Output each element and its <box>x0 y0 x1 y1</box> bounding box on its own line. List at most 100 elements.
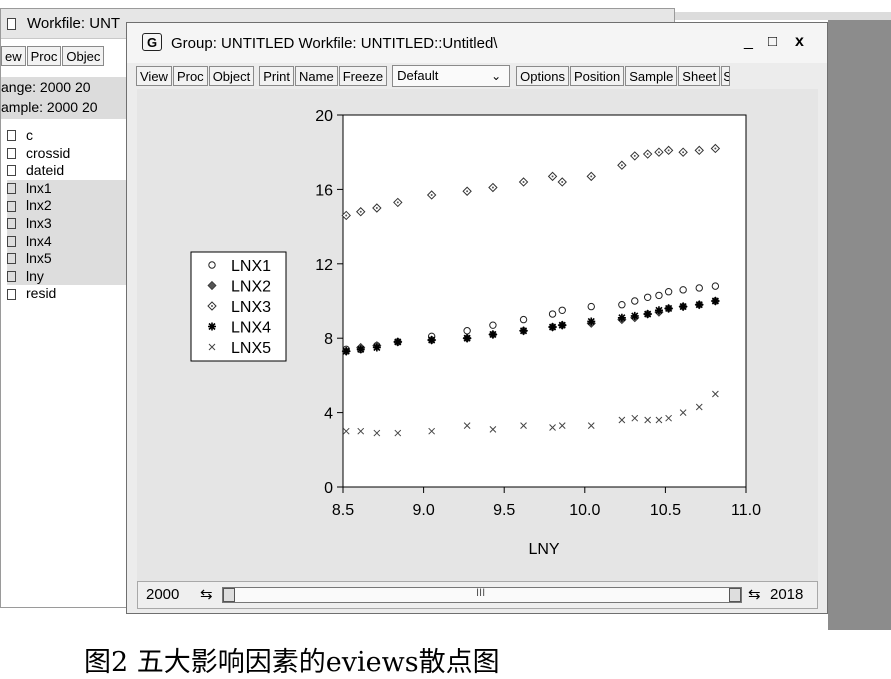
point-lnx5 <box>394 429 402 437</box>
point-lnx3 <box>393 197 403 208</box>
marker-shape <box>463 422 471 429</box>
object-list-item[interactable]: resid <box>7 285 129 303</box>
marker-shape <box>587 302 595 311</box>
name-button[interactable]: Name <box>295 66 338 86</box>
view-button[interactable]: View <box>136 66 172 86</box>
series-icon <box>7 147 16 159</box>
group-window: G Group: UNTITLED Workfile: UNTITLED::Un… <box>126 22 828 614</box>
marker-dot <box>657 151 660 154</box>
proc-button[interactable]: Proc <box>172 66 208 86</box>
point-lnx5 <box>463 422 471 429</box>
marker-shape <box>558 321 567 330</box>
scroll-right-arrows-icon[interactable]: ⇆ <box>748 586 761 603</box>
slider-end-thumb[interactable] <box>729 588 741 602</box>
workfile-view-button[interactable]: ew <box>1 46 26 66</box>
workfile-proc-button[interactable]: Proc <box>26 46 62 66</box>
point-lnx5 <box>587 422 595 429</box>
sample-range-bar: 2000 ⇆ III ⇆ 2018 <box>137 581 818 609</box>
point-lnx1 <box>618 301 626 309</box>
series-icon <box>7 288 16 300</box>
object-list-item[interactable]: lnx4 <box>7 232 129 251</box>
point-lnx5 <box>695 403 703 411</box>
object-list-item[interactable]: dateid <box>7 162 129 180</box>
position-button[interactable]: Position <box>569 66 625 86</box>
point-lnx4 <box>463 334 472 343</box>
object-list-item[interactable]: c <box>7 127 129 145</box>
point-lnx3 <box>617 160 627 170</box>
point-lnx4 <box>393 337 402 346</box>
legend-marker <box>208 322 216 331</box>
y-axis: 0 4 8 12 16 20 <box>315 108 343 497</box>
sample-end-year: 2018 <box>770 586 804 603</box>
x-tick-label: 11.0 <box>731 502 761 519</box>
point-lnx4 <box>548 323 557 332</box>
minimize-button[interactable]: _ <box>744 33 753 50</box>
freeze-button[interactable]: Freeze <box>338 66 388 86</box>
marker-shape <box>695 300 704 309</box>
marker-shape <box>654 306 663 315</box>
marker-dot <box>491 186 494 189</box>
marker-shape <box>712 390 719 398</box>
legend-marker <box>208 261 216 269</box>
object-button[interactable]: Object <box>208 66 255 86</box>
point-lnx3 <box>586 171 596 182</box>
point-lnx3 <box>488 182 498 193</box>
point-lnx3 <box>341 210 351 221</box>
marker-shape <box>548 323 557 332</box>
object-name: lny <box>26 267 44 284</box>
point-lnx4 <box>356 345 365 354</box>
marker-shape <box>463 334 472 343</box>
object-list-item[interactable]: lnx2 <box>7 197 129 215</box>
marker-dot <box>698 149 701 152</box>
view-type-dropdown[interactable]: Default ⌄ <box>392 65 511 87</box>
point-lnx5 <box>520 422 527 429</box>
series-icon <box>7 218 16 230</box>
marker-shape <box>208 322 216 331</box>
point-lnx4 <box>643 310 652 319</box>
stats-button[interactable]: S <box>721 66 731 86</box>
marker-shape <box>428 427 436 435</box>
print-button[interactable]: Print <box>259 66 294 86</box>
legend-box <box>190 251 287 362</box>
sample-button[interactable]: Sample <box>625 66 678 86</box>
maximize-button[interactable]: □ <box>768 33 778 50</box>
object-list-item[interactable]: lnx1 <box>7 179 129 198</box>
point-lnx3 <box>663 145 674 156</box>
marker-dot <box>646 153 649 156</box>
marker-shape <box>519 315 528 324</box>
slider-start-thumb[interactable] <box>223 588 235 602</box>
marker-shape <box>207 280 217 291</box>
marker-shape <box>356 345 365 354</box>
marker-dot <box>345 214 348 217</box>
workfile-range[interactable]: ange: 2000 20 <box>1 79 91 95</box>
marker-shape <box>357 427 365 435</box>
object-list-item[interactable]: lnx3 <box>7 214 129 233</box>
group-title: Group: UNTITLED Workfile: UNTITLED::Unti… <box>171 35 498 52</box>
marker-shape <box>489 425 497 433</box>
sample-slider[interactable]: III <box>222 587 742 603</box>
options-button[interactable]: Options <box>516 66 569 86</box>
object-name: lnx4 <box>26 232 52 249</box>
object-list-item[interactable]: lny <box>7 267 129 286</box>
group-titlebar[interactable]: G Group: UNTITLED Workfile: UNTITLED::Un… <box>127 23 827 63</box>
workfile-object-button[interactable]: Objec <box>62 46 105 66</box>
marker-dot <box>466 190 469 193</box>
object-list-item[interactable]: lnx5 <box>7 250 129 268</box>
point-lnx1 <box>664 288 673 296</box>
object-list-item[interactable]: crossid <box>7 145 129 163</box>
point-lnx3 <box>462 186 472 196</box>
marker-dot <box>620 164 623 167</box>
point-lnx5 <box>373 429 381 437</box>
sheet-button[interactable]: Sheet <box>678 66 721 86</box>
marker-dot <box>359 210 362 213</box>
figure-caption: 图2 五大影响因素的eviews散点图 <box>84 647 500 678</box>
workfile-sample[interactable]: ample: 2000 20 <box>1 99 98 115</box>
point-lnx5 <box>644 416 652 424</box>
scatter-chart[interactable]: 0 4 8 12 16 20 8.5 9.0 9.5 10.0 10.5 11.0 LNX1 LNX2… <box>137 89 818 581</box>
marker-dot <box>430 193 433 196</box>
y-tick-label: 20 <box>315 108 333 125</box>
point-lnx3 <box>547 171 558 182</box>
close-button[interactable]: x <box>795 33 804 50</box>
scroll-left-arrows-icon[interactable]: ⇆ <box>200 586 213 603</box>
point-lnx3 <box>678 147 688 157</box>
